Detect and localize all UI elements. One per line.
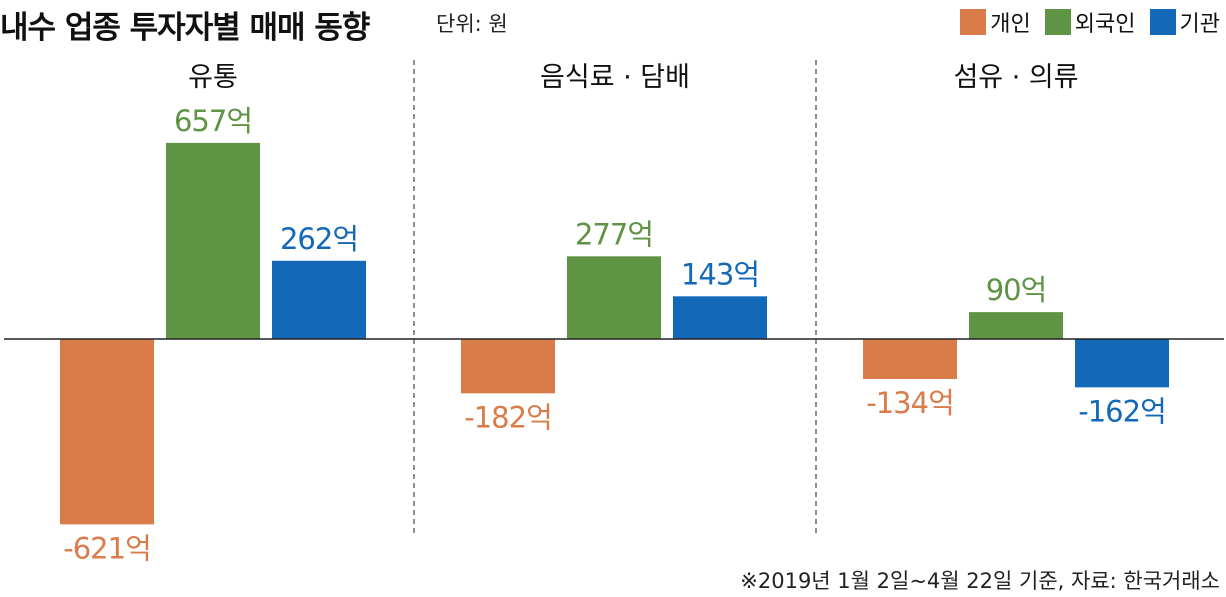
- bar-foreign-2: [567, 256, 661, 339]
- bar-institution-1: [272, 260, 366, 339]
- category-label-2: 음식료 · 담배: [540, 62, 690, 93]
- category-label-3: 섬유 · 의류: [953, 62, 1078, 93]
- legend-item-foreign: 외국인: [1044, 6, 1136, 38]
- value-label-foreign-2: 277억: [575, 217, 653, 251]
- bar-institution-2: [673, 296, 767, 339]
- value-label-foreign-3: 90억: [986, 273, 1047, 307]
- chart-title: 내수 업종 투자자별 매매 동향: [0, 10, 370, 46]
- legend-swatch-individual: [960, 9, 987, 35]
- legend-label-institution: 기관: [1179, 12, 1220, 37]
- legend-swatch-institution: [1149, 9, 1176, 35]
- value-label-individual-2: -182억: [464, 400, 552, 434]
- unit-label: 단위: 원: [436, 12, 508, 36]
- value-label-institution-1: 262억: [280, 222, 358, 256]
- bar-foreign-3: [969, 312, 1063, 339]
- bar-individual-3: [863, 339, 957, 379]
- legend-item-institution: 기관: [1149, 6, 1220, 38]
- bar-institution-3: [1075, 339, 1169, 388]
- bar-individual-2: [461, 339, 555, 394]
- legend-item-individual: 개인: [960, 6, 1031, 38]
- bar-foreign-1: [166, 142, 260, 339]
- footnote: ※2019년 1월 2일~4월 22일 기준, 자료: 한국거래소: [740, 569, 1220, 593]
- value-label-individual-1: -621억: [63, 531, 151, 565]
- value-label-foreign-1: 657억: [174, 104, 252, 138]
- legend-label-foreign: 외국인: [1074, 12, 1136, 37]
- legend: 개인 외국인 기관: [960, 6, 1220, 38]
- bar-individual-1: [60, 339, 154, 525]
- value-label-institution-3: -162억: [1078, 394, 1166, 428]
- category-label-1: 유통: [188, 62, 238, 93]
- legend-label-individual: 개인: [990, 12, 1031, 37]
- legend-swatch-foreign: [1044, 9, 1071, 35]
- value-label-individual-3: -134억: [866, 386, 954, 420]
- value-label-institution-2: 143억: [681, 257, 759, 291]
